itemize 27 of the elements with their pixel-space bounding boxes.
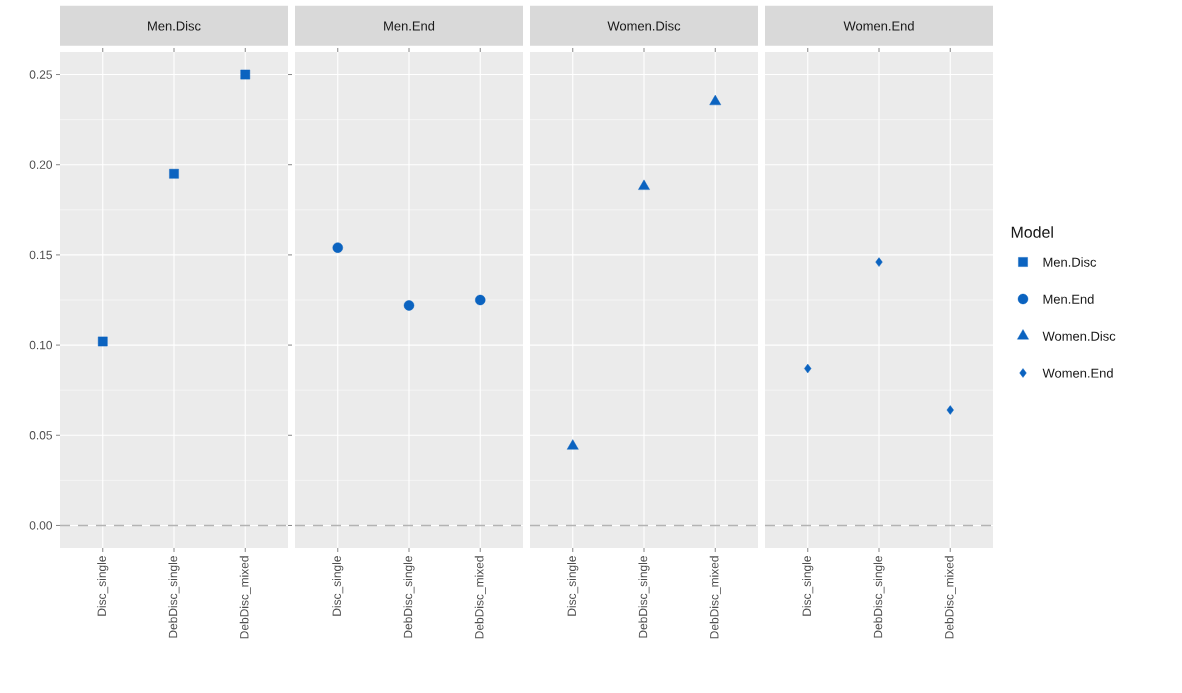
y-tick-label: 0.00 [29,521,53,530]
x-tick-label: DebDisc_single [638,556,650,638]
legend-label: Women.Disc [1042,331,1116,341]
y-tick-label: 0.10 [29,340,53,350]
chart-title: Men.End [384,21,435,31]
y-tick-label: 0.15 [29,250,52,260]
x-tick-label: DebDisc_single [403,556,415,638]
legend-title: Model [1011,226,1053,238]
x-tick-label: DebDisc_single [168,556,180,638]
x-tick-label: DebDisc_mixed [474,556,486,639]
y-tick-label: 0.25 [29,70,52,79]
y-tick-label: 0.05 [29,431,52,440]
x-tick-label: DebDisc_single [873,556,885,638]
chart-title: Men.Disc [148,21,201,31]
x-tick-label: DebDisc_mixed [709,556,721,639]
x-tick-label: Disc_single [97,556,109,616]
x-tick-label: DebDisc_mixed [239,556,251,639]
x-tick-label: Disc_single [332,556,344,616]
x-tick-label: DebDisc_mixed [944,556,956,639]
x-tick-label: Disc_single [802,556,814,616]
legend-label: Men.Disc [1043,257,1097,267]
legend-label: Women.End [1042,368,1113,378]
chart-title: Women.End [843,21,914,31]
text: Men.End [1043,294,1094,304]
x-tick-label: Disc_single [567,556,579,616]
y-tick-label: 0.20 [29,160,53,169]
chart-title: Women.Disc [607,21,681,31]
